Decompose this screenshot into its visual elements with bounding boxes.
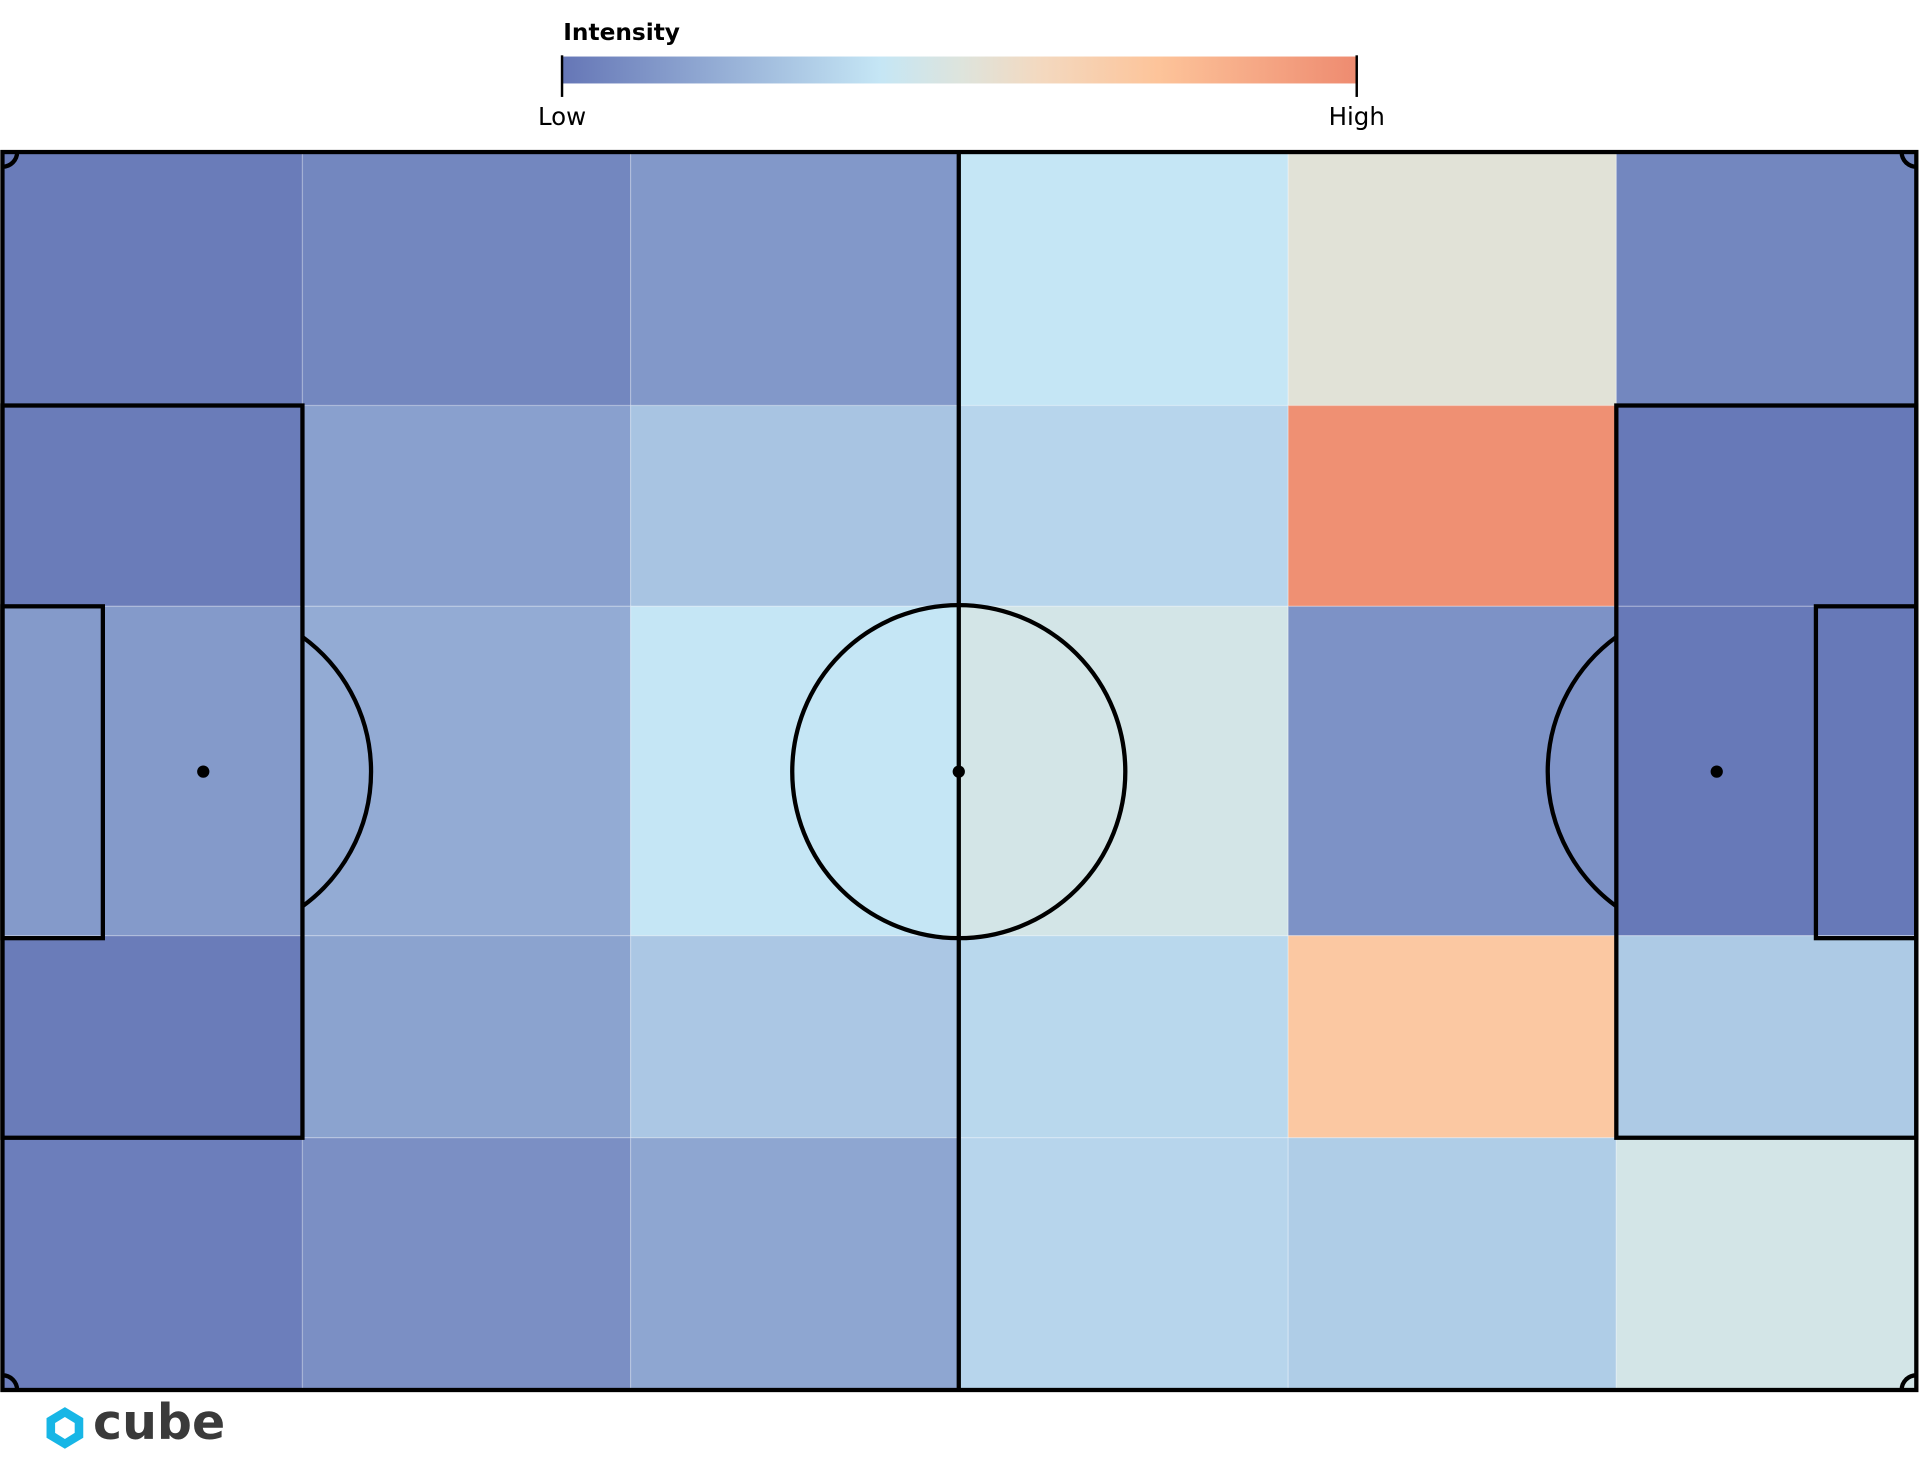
heat-cell [1287,935,1617,1139]
heat-cell [301,605,632,937]
heatmap-cells [1,151,1917,1391]
logo-text: cube [93,1394,225,1451]
heat-cell [958,404,1289,607]
pitch-lines [0,149,1919,1393]
colorbar-tick-label: High [1329,102,1385,131]
heat-cell [1287,404,1617,607]
heat-cell [630,151,960,407]
heat-cell [1,151,304,407]
heat-cell [630,935,960,1139]
heat-cell [301,1137,632,1391]
heat-cell [1287,1137,1617,1391]
heat-cell [1,935,304,1139]
heat-cell [1615,935,1917,1139]
heat-cell [630,1137,960,1391]
heat-cell [301,935,632,1139]
heat-cell [958,935,1289,1139]
heat-cell [958,1137,1289,1391]
logo: cube [46,1394,225,1451]
heat-cell [1,605,304,937]
heat-cell [630,605,960,937]
heat-cell [1,1137,304,1391]
colorbar [562,56,1357,84]
heat-cell [1615,151,1917,407]
heat-cell [1,404,304,607]
heat-cell [1615,605,1917,937]
heat-cell [301,404,632,607]
heat-cell [1287,151,1617,407]
heat-cell [630,404,960,607]
legend-title: Intensity [563,19,680,46]
heat-cell [1287,605,1617,937]
heat-cell [301,151,632,407]
heat-cell [1615,404,1917,607]
heat-cell [1615,1137,1917,1391]
colorbar-tick-label: Low [538,102,586,131]
heat-cell [958,151,1289,407]
